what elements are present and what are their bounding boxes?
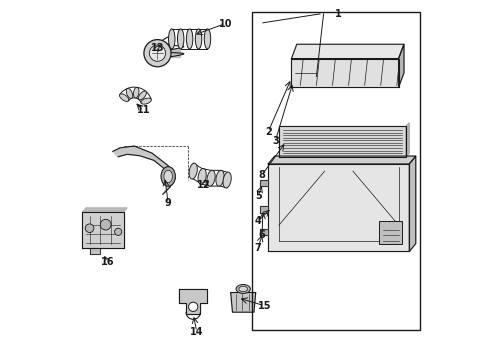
- Text: 14: 14: [190, 327, 203, 337]
- Text: 10: 10: [219, 18, 232, 28]
- Ellipse shape: [198, 168, 206, 184]
- Circle shape: [115, 228, 122, 235]
- Text: 5: 5: [255, 191, 262, 201]
- Text: 7: 7: [255, 243, 262, 253]
- Text: 13: 13: [151, 43, 164, 53]
- Ellipse shape: [169, 29, 175, 49]
- Ellipse shape: [141, 98, 151, 104]
- Circle shape: [100, 219, 111, 230]
- Polygon shape: [268, 164, 409, 251]
- Ellipse shape: [204, 29, 211, 49]
- Polygon shape: [113, 146, 175, 194]
- Polygon shape: [90, 248, 100, 254]
- Circle shape: [144, 40, 171, 67]
- Circle shape: [85, 224, 94, 233]
- Ellipse shape: [196, 29, 202, 49]
- Circle shape: [149, 45, 166, 61]
- Polygon shape: [398, 44, 404, 87]
- Ellipse shape: [207, 170, 215, 186]
- Ellipse shape: [120, 94, 129, 102]
- Polygon shape: [279, 126, 406, 157]
- Ellipse shape: [189, 163, 197, 179]
- Text: 11: 11: [136, 105, 150, 115]
- Ellipse shape: [223, 172, 231, 188]
- Ellipse shape: [216, 170, 224, 186]
- Polygon shape: [82, 208, 127, 212]
- Bar: [252, 12, 420, 330]
- Polygon shape: [260, 229, 268, 235]
- Ellipse shape: [186, 29, 193, 49]
- Text: 16: 16: [101, 257, 114, 267]
- Polygon shape: [268, 156, 416, 164]
- Polygon shape: [292, 59, 398, 87]
- Ellipse shape: [161, 167, 175, 186]
- Text: 9: 9: [165, 198, 172, 208]
- Bar: [379, 221, 402, 244]
- Ellipse shape: [133, 87, 139, 98]
- Text: 8: 8: [259, 170, 266, 180]
- Polygon shape: [231, 293, 256, 312]
- Ellipse shape: [126, 88, 133, 99]
- Text: 15: 15: [258, 301, 271, 311]
- Ellipse shape: [177, 29, 184, 49]
- Polygon shape: [260, 180, 268, 186]
- Text: 2: 2: [265, 127, 271, 137]
- Text: 3: 3: [272, 136, 279, 146]
- Text: 4: 4: [255, 216, 262, 226]
- Ellipse shape: [236, 284, 250, 293]
- Polygon shape: [82, 212, 123, 248]
- Polygon shape: [409, 156, 416, 251]
- Ellipse shape: [138, 91, 147, 100]
- Polygon shape: [171, 49, 180, 58]
- Polygon shape: [406, 123, 409, 157]
- Circle shape: [189, 302, 198, 311]
- Text: 12: 12: [197, 180, 211, 190]
- Text: 6: 6: [259, 230, 266, 240]
- Text: 1: 1: [335, 9, 341, 19]
- Polygon shape: [260, 206, 268, 213]
- Ellipse shape: [164, 170, 172, 183]
- Polygon shape: [292, 44, 404, 59]
- Polygon shape: [179, 289, 207, 314]
- Ellipse shape: [239, 286, 247, 292]
